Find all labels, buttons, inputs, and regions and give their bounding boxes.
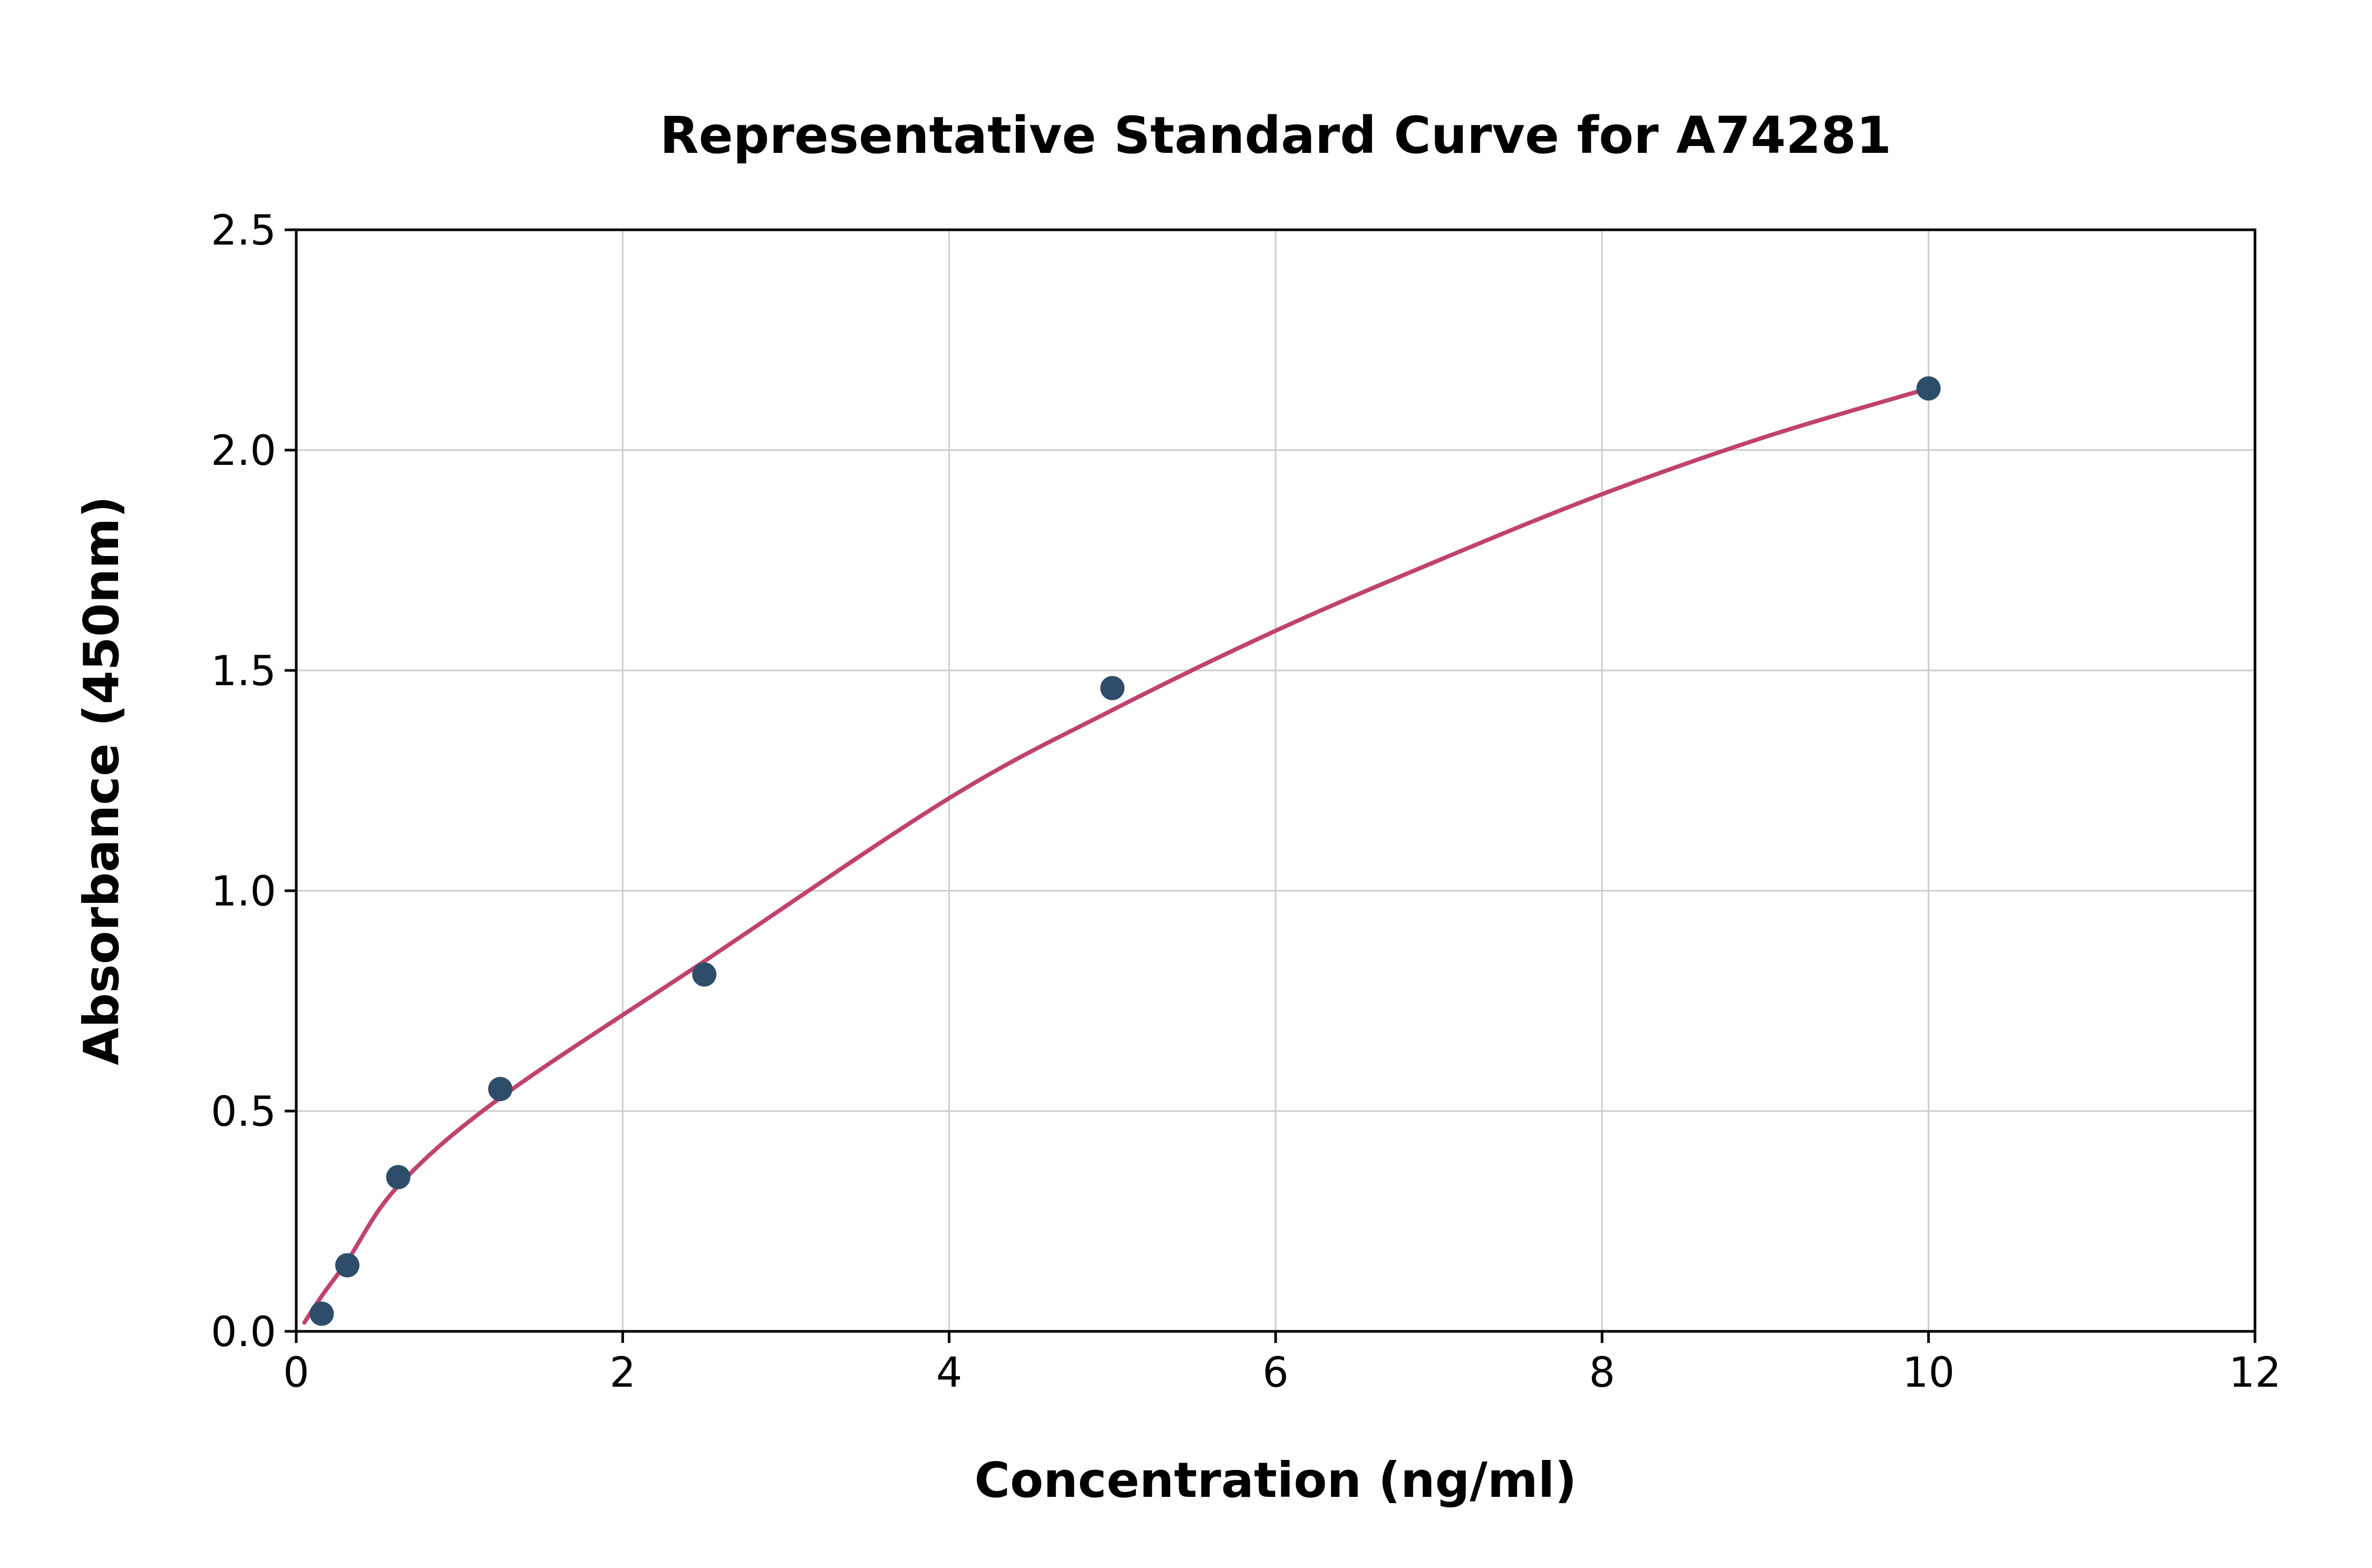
x-tick-label: 12 xyxy=(2229,1349,2281,1397)
x-tick-label: 0 xyxy=(283,1349,309,1397)
data-point xyxy=(335,1253,359,1278)
y-tick-label: 0.5 xyxy=(211,1088,276,1136)
x-tick-label: 10 xyxy=(1902,1349,1955,1397)
data-points-layer xyxy=(309,376,1941,1326)
x-tick-label: 8 xyxy=(1589,1349,1616,1397)
data-point xyxy=(1100,676,1125,700)
x-tick-label: 4 xyxy=(936,1349,963,1397)
data-point xyxy=(386,1165,411,1190)
y-tick-label: 1.0 xyxy=(211,868,276,916)
fit-curve xyxy=(302,386,1931,1325)
x-tick-label: 6 xyxy=(1262,1349,1289,1397)
y-tick-label: 2.0 xyxy=(211,427,276,475)
data-point xyxy=(692,962,717,987)
y-axis-label: Absorbance (450nm) xyxy=(73,496,130,1065)
data-point xyxy=(488,1077,513,1102)
data-point xyxy=(309,1301,334,1326)
tick-marks-layer xyxy=(285,228,2257,1343)
tick-labels-layer: 0 2 4 6 8 10 12 0.0 0.5 1.0 1.5 2.0 2.5 xyxy=(211,207,2281,1397)
data-point xyxy=(1916,376,1941,401)
chart-title: Representative Standard Curve for A74281 xyxy=(660,106,1892,165)
grid-layer xyxy=(295,229,2256,1332)
x-tick-label: 2 xyxy=(610,1349,636,1397)
y-tick-label: 0.0 xyxy=(211,1309,276,1356)
fit-curve-layer xyxy=(302,386,1931,1325)
x-axis-label: Concentration (ng/ml) xyxy=(975,1452,1577,1508)
y-tick-label: 1.5 xyxy=(211,648,276,695)
y-tick-label: 2.5 xyxy=(211,207,276,255)
